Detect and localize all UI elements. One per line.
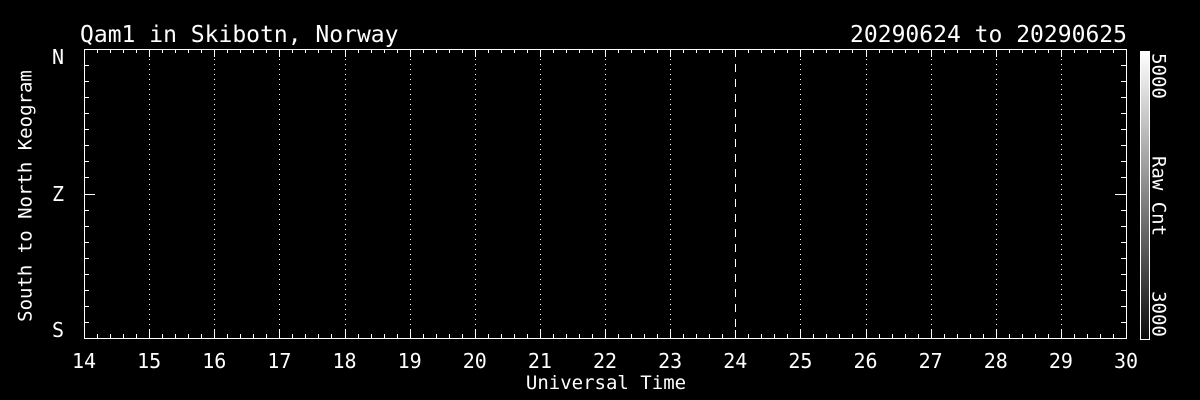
- x-tick-label-14: 14: [71, 349, 97, 373]
- x-tick-label-19: 19: [397, 349, 422, 373]
- colorbar-title: Raw Cnt: [1147, 155, 1170, 237]
- x-tick-label-24: 24: [723, 349, 748, 373]
- plot-frame: [84, 49, 1127, 339]
- x-tick-label-17: 17: [267, 349, 292, 373]
- plot-title: Qam1 in Skibotn, Norway: [80, 22, 399, 48]
- x-tick-label-25: 25: [788, 349, 813, 373]
- x-tick-label-28: 28: [983, 349, 1008, 373]
- x-tick-label-29: 29: [1048, 349, 1073, 373]
- colorbar-max-label: 5000: [1147, 53, 1170, 99]
- colorbar-min-label: 3000: [1147, 291, 1170, 337]
- y-axis-title: South to North Keogram: [14, 70, 37, 322]
- x-tick-label-15: 15: [137, 349, 162, 373]
- y-tick-label-S: S: [51, 318, 64, 342]
- x-tick-label-23: 23: [658, 349, 683, 373]
- y-tick-label-N: N: [51, 45, 64, 69]
- x-axis-title: Universal Time: [525, 372, 687, 394]
- colorbar: [1140, 51, 1150, 340]
- x-gridlines: [149, 49, 1062, 338]
- axis-ticks: [84, 49, 1127, 339]
- x-tick-label-16: 16: [202, 349, 227, 373]
- x-tick-label-18: 18: [332, 349, 357, 373]
- y-tick-label-Z: Z: [51, 181, 64, 206]
- date-range-label: 20290624 to 20290625: [850, 22, 1127, 48]
- x-tick-label-22: 22: [592, 349, 618, 373]
- x-tick-label-30: 30: [1113, 349, 1139, 373]
- x-tick-label-20: 20: [462, 349, 487, 373]
- x-tick-label-21: 21: [527, 349, 552, 373]
- x-tick-label-27: 27: [918, 349, 943, 373]
- x-tick-label-26: 26: [853, 349, 878, 373]
